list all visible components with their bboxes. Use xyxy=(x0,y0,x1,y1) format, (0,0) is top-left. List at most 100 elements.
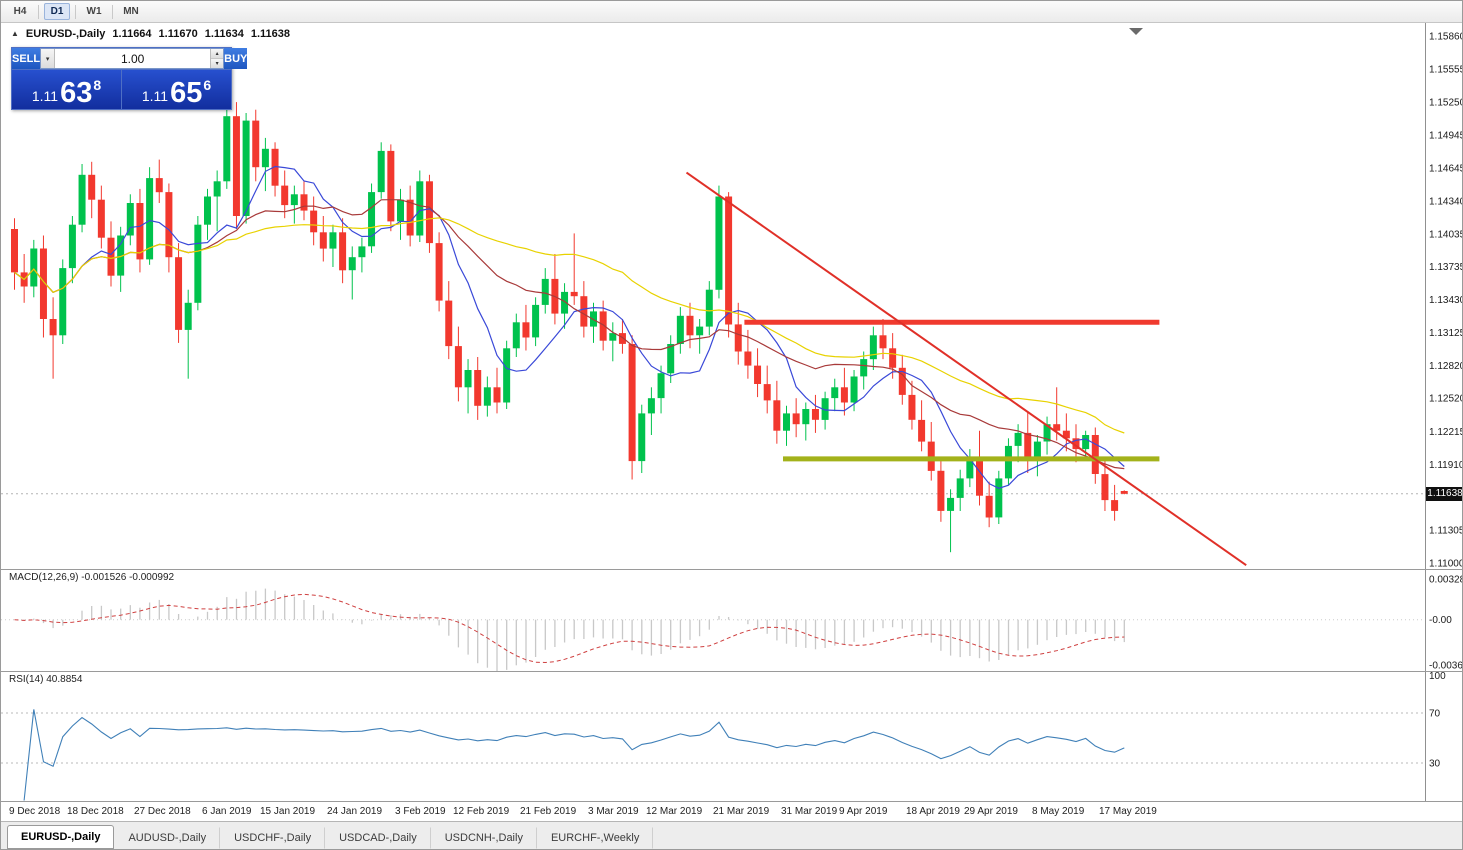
timeframe-toolbar: H4 D1 W1 MN xyxy=(1,1,1462,23)
date-axis: 9 Dec 2018 18 Dec 2018 27 Dec 2018 6 Jan 20… xyxy=(1,801,1462,821)
date-label: 9 Dec 2018 xyxy=(9,806,61,817)
rsi-chart: 100 70 30 xyxy=(1,671,1446,801)
sell-button[interactable]: SELL xyxy=(12,48,41,69)
svg-text:30: 30 xyxy=(1429,759,1441,770)
svg-text:1.15555: 1.15555 xyxy=(1429,65,1463,76)
current-price-badge: 1.11638 xyxy=(1426,487,1463,501)
svg-text:1.14645: 1.14645 xyxy=(1429,163,1463,174)
candlestick-chart[interactable]: 1.15860 1.15555 1.15250 1.14945 1.14645 1.143… xyxy=(1,23,1463,570)
svg-text:1.11910: 1.11910 xyxy=(1429,460,1463,471)
sell-price-sup: 8 xyxy=(93,77,102,93)
timeframe-button-h4[interactable]: H4 xyxy=(7,3,33,20)
svg-text:1.14945: 1.14945 xyxy=(1429,131,1463,142)
macd-histogram xyxy=(23,588,1125,673)
volume-input[interactable] xyxy=(55,49,211,68)
ohlc-close: 1.11638 xyxy=(250,28,291,40)
rsi-axis: 100 70 30 xyxy=(1425,671,1446,801)
volume-dropdown-icon[interactable]: ▾ xyxy=(41,49,56,68)
date-label: 27 Dec 2018 xyxy=(134,806,191,817)
chart-tab-usdchf[interactable]: USDCHF-,Daily xyxy=(220,827,326,849)
svg-text:1.12820: 1.12820 xyxy=(1429,361,1463,372)
toolbar-separator xyxy=(38,4,39,19)
svg-text:1.14340: 1.14340 xyxy=(1429,196,1463,207)
buy-price-sup: 6 xyxy=(203,77,212,93)
ohlc-high: 1.11670 xyxy=(158,28,198,40)
date-label: 24 Jan 2019 xyxy=(327,806,383,817)
svg-text:0.003287: 0.003287 xyxy=(1429,575,1463,586)
ohlc-low: 1.11634 xyxy=(204,28,244,40)
date-label: 6 Jan 2019 xyxy=(202,806,252,817)
chart-tab-eurchf[interactable]: EURCHF-,Weekly xyxy=(537,827,654,849)
svg-text:1.13735: 1.13735 xyxy=(1429,262,1463,273)
chart-tab-usdcnh[interactable]: USDCNH-,Daily xyxy=(431,827,537,849)
date-label: 31 Mar 2019 xyxy=(781,806,838,817)
timeframe-button-d1[interactable]: D1 xyxy=(44,3,70,20)
moving-average-40 xyxy=(14,217,1125,434)
svg-text:1.15860: 1.15860 xyxy=(1429,32,1463,43)
buy-price-display[interactable]: 1.11 65 6 xyxy=(122,70,231,109)
chart-title-icon: ▲ xyxy=(11,29,19,38)
date-label: 18 Dec 2018 xyxy=(67,806,124,817)
chart-tab-usdcad[interactable]: USDCAD-,Daily xyxy=(325,827,431,849)
chart-title: ▲ EURUSD-,Daily 1.11664 1.11670 1.11634 … xyxy=(11,28,290,40)
chart-shift-marker[interactable] xyxy=(1129,28,1143,35)
chart-tab-eurusd[interactable]: EURUSD-,Daily xyxy=(7,825,115,849)
sell-price-big: 63 xyxy=(60,77,93,110)
ohlc-open: 1.11664 xyxy=(112,28,152,40)
date-label: 15 Jan 2019 xyxy=(260,806,316,817)
volume-stepper[interactable]: ▴ ▾ xyxy=(210,49,224,68)
date-label: 21 Feb 2019 xyxy=(520,806,577,817)
svg-text:1.13430: 1.13430 xyxy=(1429,295,1463,306)
svg-text:1.14035: 1.14035 xyxy=(1429,229,1463,240)
date-label: 12 Mar 2019 xyxy=(646,806,703,817)
date-label: 3 Feb 2019 xyxy=(395,806,446,817)
svg-text:-0.003650: -0.003650 xyxy=(1429,661,1463,672)
timeframe-button-w1[interactable]: W1 xyxy=(81,3,107,20)
timeframe-button-mn[interactable]: MN xyxy=(118,3,144,20)
macd-panel[interactable]: 0.003287 -0.00 -0.003650 MACD(12,26,9) -0.… xyxy=(1,569,1463,673)
candlestick-series xyxy=(11,102,1128,553)
volume-spinner[interactable]: ▾ ▴▾ xyxy=(40,48,225,69)
chart-tabs-bar: EURUSD-,Daily AUDUSD-,Daily USDCHF-,Daily U… xyxy=(1,821,1462,849)
date-label: 17 May 2019 xyxy=(1099,806,1157,817)
macd-label: MACD(12,26,9) -0.001526 -0.000992 xyxy=(9,572,175,583)
chart-tab-audusd[interactable]: AUDUSD-,Daily xyxy=(114,827,221,849)
descending-trendline[interactable] xyxy=(685,171,1247,567)
svg-text:1.13125: 1.13125 xyxy=(1429,328,1463,339)
svg-text:1.12215: 1.12215 xyxy=(1429,427,1463,438)
stepper-down-icon[interactable]: ▾ xyxy=(211,59,224,68)
svg-text:100: 100 xyxy=(1429,672,1446,682)
date-label: 21 Mar 2019 xyxy=(713,806,770,817)
rsi-label: RSI(14) 40.8854 xyxy=(9,674,83,685)
date-label: 12 Feb 2019 xyxy=(453,806,510,817)
moving-average-20 xyxy=(14,199,1125,470)
svg-text:1.15250: 1.15250 xyxy=(1429,98,1463,109)
date-label: 9 Apr 2019 xyxy=(839,806,888,817)
toolbar-separator xyxy=(75,4,76,19)
toolbar-separator xyxy=(112,4,113,19)
date-label: 18 Apr 2019 xyxy=(906,806,960,817)
date-label: 8 May 2019 xyxy=(1032,806,1085,817)
macd-signal-line xyxy=(14,593,1125,664)
price-axis: 1.15860 1.15555 1.15250 1.14945 1.14645 1.143… xyxy=(1425,23,1463,570)
sell-price-small: 1.11 xyxy=(31,88,59,104)
chart-symbol-period: EURUSD-,Daily xyxy=(25,28,106,40)
main-chart-panel[interactable]: 1.15860 1.15555 1.15250 1.14945 1.14645 1.143… xyxy=(1,23,1463,570)
buy-price-big: 65 xyxy=(170,77,203,110)
date-label: 3 Mar 2019 xyxy=(588,806,639,817)
rsi-panel[interactable]: 100 70 30 RSI(14) 40.8854 xyxy=(1,671,1462,801)
svg-text:70: 70 xyxy=(1429,709,1441,720)
svg-text:-0.00: -0.00 xyxy=(1429,615,1452,626)
sell-price-display[interactable]: 1.11 63 8 xyxy=(12,70,122,109)
rsi-line xyxy=(23,709,1125,801)
moving-average-8 xyxy=(14,165,1125,489)
date-label: 29 Apr 2019 xyxy=(964,806,1018,817)
buy-price-small: 1.11 xyxy=(141,88,169,104)
svg-text:1.11305: 1.11305 xyxy=(1429,525,1463,536)
macd-chart: 0.003287 -0.00 -0.003650 xyxy=(1,570,1463,673)
stepper-up-icon[interactable]: ▴ xyxy=(211,49,224,59)
buy-button[interactable]: BUY xyxy=(224,48,248,69)
macd-axis: 0.003287 -0.00 -0.003650 xyxy=(1425,570,1463,672)
